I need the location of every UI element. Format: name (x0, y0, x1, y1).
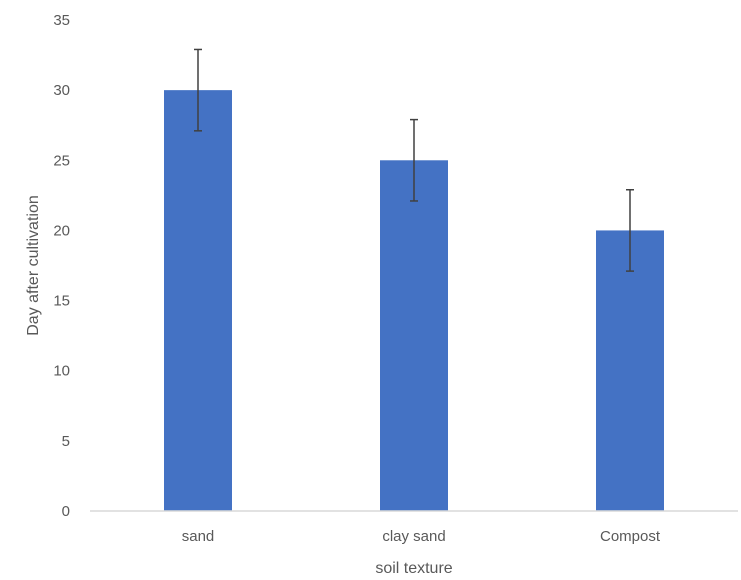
y-tick-label: 0 (62, 503, 70, 520)
y-axis-ticks: 0 5 10 15 20 25 30 35 (53, 12, 70, 520)
y-tick-label: 10 (53, 363, 70, 380)
y-tick-label: 15 (53, 293, 70, 310)
error-bar (626, 188, 634, 272)
x-tick-label: Compost (600, 528, 661, 545)
error-bar (410, 118, 418, 202)
y-tick-label: 20 (53, 222, 70, 239)
y-tick-label: 5 (62, 433, 70, 450)
x-axis-title: soil texture (375, 560, 452, 577)
bars (164, 90, 664, 512)
bar (164, 90, 232, 512)
x-tick-label: sand (182, 528, 215, 545)
y-tick-label: 35 (53, 12, 70, 29)
y-tick-label: 30 (53, 82, 70, 99)
x-tick-label: clay sand (382, 528, 445, 545)
y-axis-title: Day after cultivation (25, 195, 42, 336)
error-bar (194, 48, 202, 132)
error-bars (194, 48, 634, 272)
bar (596, 230, 664, 511)
x-axis-ticks: sand clay sand Compost (182, 528, 661, 545)
y-tick-label: 25 (53, 152, 70, 169)
bar (380, 160, 448, 512)
